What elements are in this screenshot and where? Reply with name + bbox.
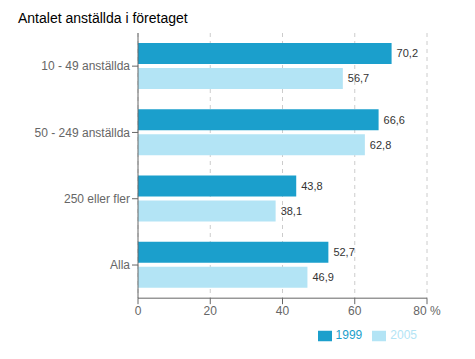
html-text:1999: 1999 [335,328,363,343]
svg-text:Alla: Alla [110,258,130,272]
html-text:2005: 2005 [390,328,417,343]
svg-text:20: 20 [204,304,218,318]
svg-text:80 %: 80 % [413,304,441,318]
svg-text:40: 40 [276,304,290,318]
svg-text:70,2: 70,2 [397,47,418,59]
svg-text:38,1: 38,1 [281,205,302,217]
svg-text:10 - 49 anställda: 10 - 49 anställda [41,59,130,73]
svg-text:66,6: 66,6 [384,114,405,126]
svg-text:46,9: 46,9 [312,271,333,283]
svg-text:0: 0 [135,304,142,318]
svg-text:52,7: 52,7 [333,246,354,258]
svg-text:56,7: 56,7 [348,72,369,84]
svg-text:43,8: 43,8 [301,180,322,192]
svg-text:60: 60 [348,304,362,318]
svg-text:50 - 249 anställda: 50 - 249 anställda [35,126,131,140]
html-text:Antalet anställda i företaget: Antalet anställda i företaget [18,10,188,26]
svg-text:250 eller fler: 250 eller fler [64,192,130,206]
svg-text:62,8: 62,8 [370,139,391,151]
